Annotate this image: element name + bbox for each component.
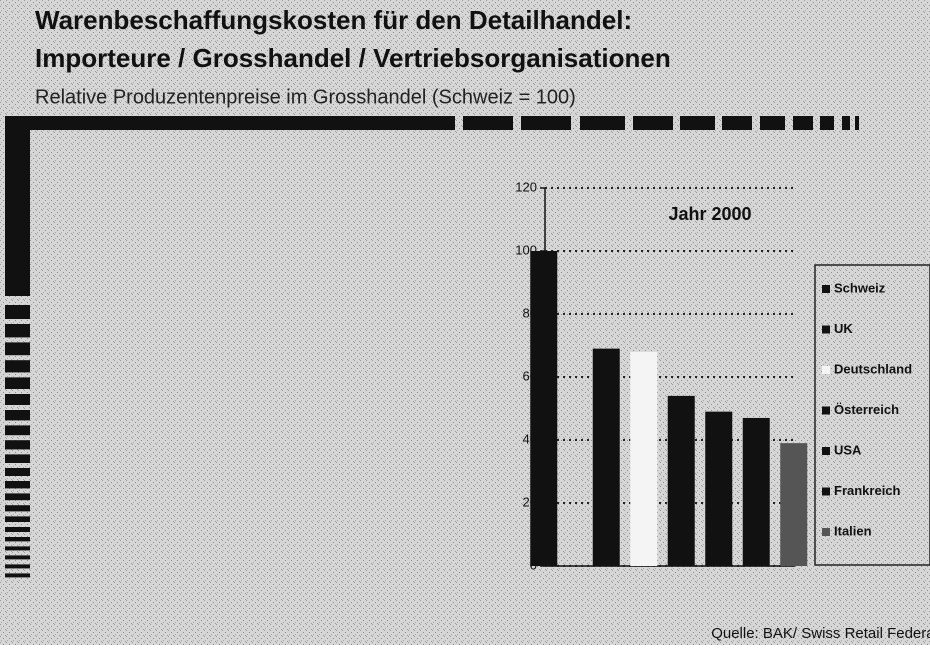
legend-label: Schweiz	[834, 280, 886, 295]
legend-swatch	[822, 528, 830, 536]
legend-label: Italien	[834, 523, 872, 538]
bar	[742, 417, 770, 566]
legend-swatch	[822, 487, 830, 496]
legend-label: Österreich	[834, 402, 899, 417]
legend-label: Deutschland	[834, 361, 912, 376]
bar	[592, 348, 620, 566]
legend-box	[814, 264, 930, 566]
decoration	[5, 116, 859, 296]
annotation: Jahr 2000	[668, 204, 751, 224]
decoration	[5, 305, 30, 578]
subtitle: Relative Produzentenpreise im Grosshande…	[35, 86, 576, 108]
bar	[630, 351, 658, 566]
title: Warenbeschaffungskosten für den Detailha…	[35, 5, 632, 35]
legend-swatch	[822, 366, 830, 374]
bar	[667, 395, 695, 566]
legend-swatch	[822, 285, 830, 293]
legend-label: UK	[834, 321, 853, 336]
source: Quelle: BAK/ Swiss Retail Federation	[711, 625, 930, 642]
legend-swatch	[822, 406, 830, 415]
legend-swatch	[822, 325, 830, 334]
y-tick-label: 120	[515, 179, 537, 194]
legend-swatch	[822, 447, 830, 455]
bar	[530, 251, 558, 566]
bar	[780, 443, 808, 566]
legend-label: USA	[834, 442, 862, 457]
bar	[705, 411, 733, 566]
legend-label: Frankreich	[834, 483, 901, 498]
title: Importeure / Grosshandel / Vertriebsorga…	[35, 43, 671, 73]
